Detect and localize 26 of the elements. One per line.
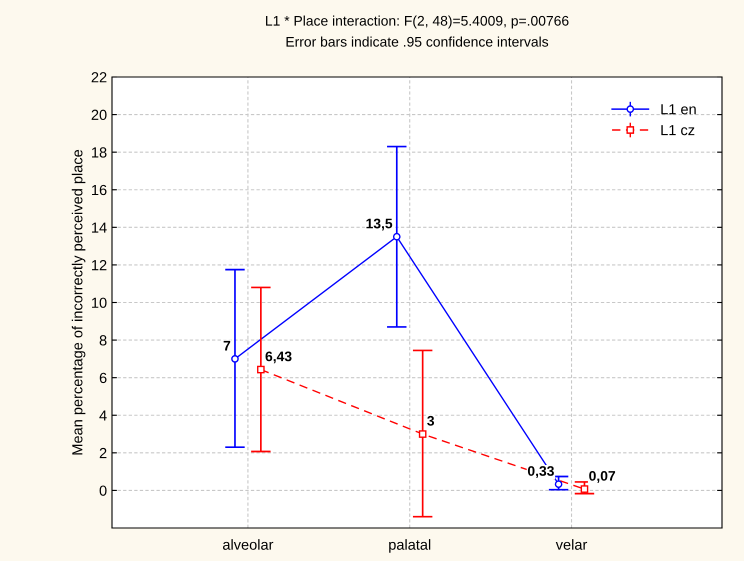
y-tick-label: 10 [92, 298, 107, 308]
x-tick-label: velar [556, 539, 588, 550]
x-tick-label: palatal [389, 539, 430, 553]
data-label: 6,43 [266, 351, 292, 364]
data-label: 7 [224, 340, 230, 350]
y-axis-title: Mean percentage of incorrectly perceived place [72, 150, 86, 455]
chart-subtitle: Error bars indicate .95 confidence intervals [286, 36, 548, 47]
y-tick-label: 22 [92, 72, 106, 82]
x-tick-label: alveolar [223, 539, 274, 550]
y-tick-label: 6 [100, 372, 106, 384]
y-tick-label: 4 [99, 410, 107, 421]
data-label: 0,33 [528, 466, 554, 478]
y-tick-label: 12 [92, 260, 106, 270]
chart-title: L1 * Place interaction: F(2, 48)=5.4009, p=.00766 [266, 16, 569, 28]
legend-label: L1 cz [661, 125, 694, 136]
y-tick-label: 20 [92, 110, 107, 120]
y-tick-label: 14 [92, 222, 107, 233]
data-label: 0,07 [589, 470, 616, 483]
y-tick-label: 2 [100, 448, 106, 458]
y-tick-label: 8 [100, 335, 107, 346]
y-tick-label: 0 [100, 486, 107, 496]
y-tick-label: 16 [92, 184, 106, 196]
legend-label: L1 en [661, 104, 696, 114]
data-label: 13,5 [366, 218, 392, 230]
data-label: 3 [427, 416, 434, 426]
y-tick-label: 18 [92, 147, 107, 158]
